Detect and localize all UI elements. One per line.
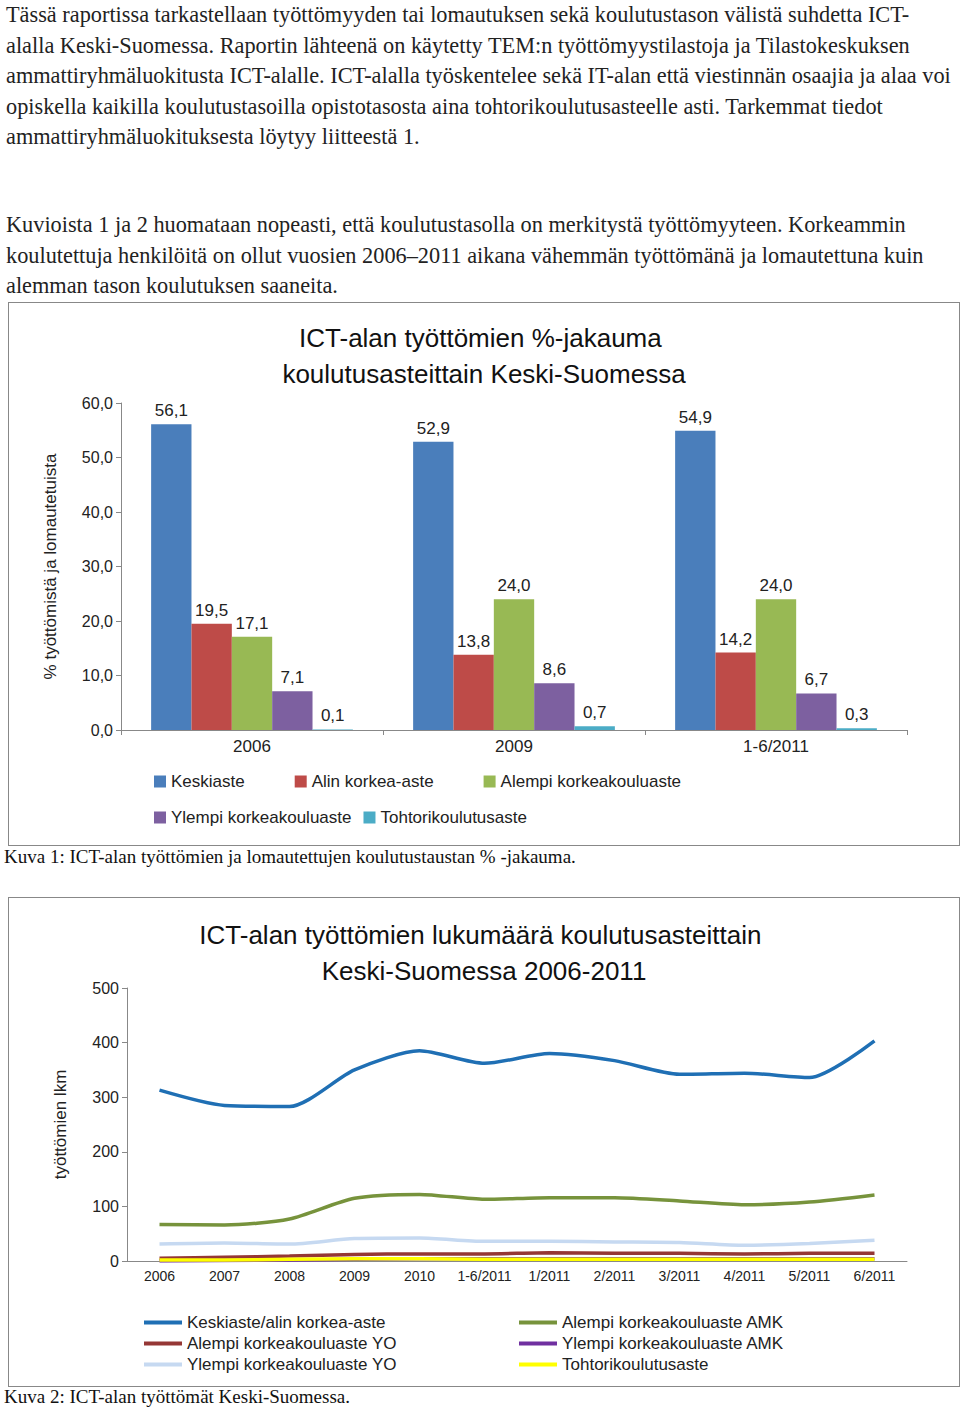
svg-text:Ylempi korkeakouluaste: Ylempi korkeakouluaste bbox=[171, 808, 351, 827]
svg-text:40,0: 40,0 bbox=[82, 504, 113, 521]
svg-text:Alempi korkeakouluaste YO: Alempi korkeakouluaste YO bbox=[187, 1334, 396, 1353]
svg-text:24,0: 24,0 bbox=[759, 576, 792, 595]
svg-text:2/2011: 2/2011 bbox=[594, 1268, 636, 1284]
svg-text:6/2011: 6/2011 bbox=[854, 1268, 896, 1284]
svg-text:2006: 2006 bbox=[233, 737, 271, 756]
svg-text:14,2: 14,2 bbox=[719, 630, 752, 649]
svg-text:Ylempi korkeakouluaste YO: Ylempi korkeakouluaste YO bbox=[187, 1355, 396, 1374]
svg-text:0: 0 bbox=[110, 1253, 119, 1270]
html-text:Kuva 2: ICT-alan työttömät Kes: Kuva 2: ICT-alan työttömät Keski-Suomess… bbox=[4, 1386, 350, 1407]
svg-text:Tohtorikoulutusaste: Tohtorikoulutusaste bbox=[562, 1355, 708, 1374]
svg-text:13,8: 13,8 bbox=[457, 632, 490, 651]
svg-text:5/2011: 5/2011 bbox=[789, 1268, 831, 1284]
html-text:Tässä raportissa tarkastellaan: Tässä raportissa tarkastellaan työttömyy… bbox=[6, 2, 951, 149]
svg-text:400: 400 bbox=[92, 1034, 119, 1051]
svg-text:4/2011: 4/2011 bbox=[724, 1268, 766, 1284]
svg-text:2007: 2007 bbox=[209, 1268, 240, 1284]
svg-text:Keski-Suomessa 2006-2011: Keski-Suomessa 2006-2011 bbox=[322, 956, 647, 986]
svg-text:Ylempi korkeakouluaste AMK: Ylempi korkeakouluaste AMK bbox=[562, 1334, 784, 1353]
svg-text:54,9: 54,9 bbox=[679, 408, 712, 427]
svg-text:ICT-alan työttömien lukumäärä: ICT-alan työttömien lukumäärä koulutusas… bbox=[199, 920, 768, 950]
svg-text:Alempi korkeakouluaste: Alempi korkeakouluaste bbox=[501, 772, 681, 791]
svg-text:0,0: 0,0 bbox=[91, 722, 113, 739]
svg-text:17,1: 17,1 bbox=[235, 614, 268, 633]
svg-text:2008: 2008 bbox=[274, 1268, 305, 1284]
html-text:Kuvioista 1 ja 2 huomataan nop: Kuvioista 1 ja 2 huomataan nopeasti, ett… bbox=[6, 212, 924, 298]
svg-text:60,0: 60,0 bbox=[82, 395, 113, 412]
svg-text:7,1: 7,1 bbox=[281, 668, 305, 687]
svg-text:52,9: 52,9 bbox=[417, 419, 450, 438]
svg-text:% työttömistä ja lomautetuista: % työttömistä ja lomautetuista bbox=[41, 453, 60, 679]
svg-text:56,1: 56,1 bbox=[155, 401, 188, 420]
svg-text:24,0: 24,0 bbox=[497, 576, 530, 595]
svg-text:1-6/2011: 1-6/2011 bbox=[457, 1268, 511, 1284]
svg-text:30,0: 30,0 bbox=[82, 558, 113, 575]
svg-text:200: 200 bbox=[92, 1143, 119, 1160]
svg-text:50,0: 50,0 bbox=[82, 449, 113, 466]
svg-text:2009: 2009 bbox=[495, 737, 533, 756]
svg-text:2009: 2009 bbox=[339, 1268, 370, 1284]
svg-text:koulutusasteittain Keski-Suome: koulutusasteittain Keski-Suomessa bbox=[282, 359, 686, 389]
svg-text:2006: 2006 bbox=[144, 1268, 175, 1284]
svg-text:Alin korkea-aste: Alin korkea-aste bbox=[312, 772, 434, 791]
svg-text:8,6: 8,6 bbox=[543, 660, 567, 679]
svg-text:3/2011: 3/2011 bbox=[659, 1268, 701, 1284]
html-text:Kuva 1: ICT-alan työttömien ja: Kuva 1: ICT-alan työttömien ja lomautett… bbox=[4, 846, 576, 867]
svg-text:20,0: 20,0 bbox=[82, 613, 113, 630]
svg-text:2010: 2010 bbox=[404, 1268, 435, 1284]
svg-text:500: 500 bbox=[92, 980, 119, 997]
svg-text:Keskiaste: Keskiaste bbox=[171, 772, 245, 791]
svg-text:Alempi korkeakouluaste AMK: Alempi korkeakouluaste AMK bbox=[562, 1313, 784, 1332]
svg-text:300: 300 bbox=[92, 1089, 119, 1106]
svg-text:0,7: 0,7 bbox=[583, 703, 607, 722]
svg-text:100: 100 bbox=[92, 1198, 119, 1215]
svg-text:työttömien lkm: työttömien lkm bbox=[51, 1070, 70, 1180]
svg-text:6,7: 6,7 bbox=[805, 670, 829, 689]
svg-text:19,5: 19,5 bbox=[195, 601, 228, 620]
svg-text:Keskiaste/alin korkea-aste: Keskiaste/alin korkea-aste bbox=[187, 1313, 385, 1332]
svg-text:1-6/2011: 1-6/2011 bbox=[743, 737, 809, 756]
svg-text:0,1: 0,1 bbox=[321, 706, 345, 725]
svg-text:Tohtorikoulutusaste: Tohtorikoulutusaste bbox=[380, 808, 526, 827]
svg-text:1/2011: 1/2011 bbox=[529, 1268, 571, 1284]
svg-text:ICT-alan työttömien %-jakauma: ICT-alan työttömien %-jakauma bbox=[299, 323, 669, 353]
svg-text:10,0: 10,0 bbox=[82, 667, 113, 684]
svg-text:0,3: 0,3 bbox=[845, 705, 869, 724]
